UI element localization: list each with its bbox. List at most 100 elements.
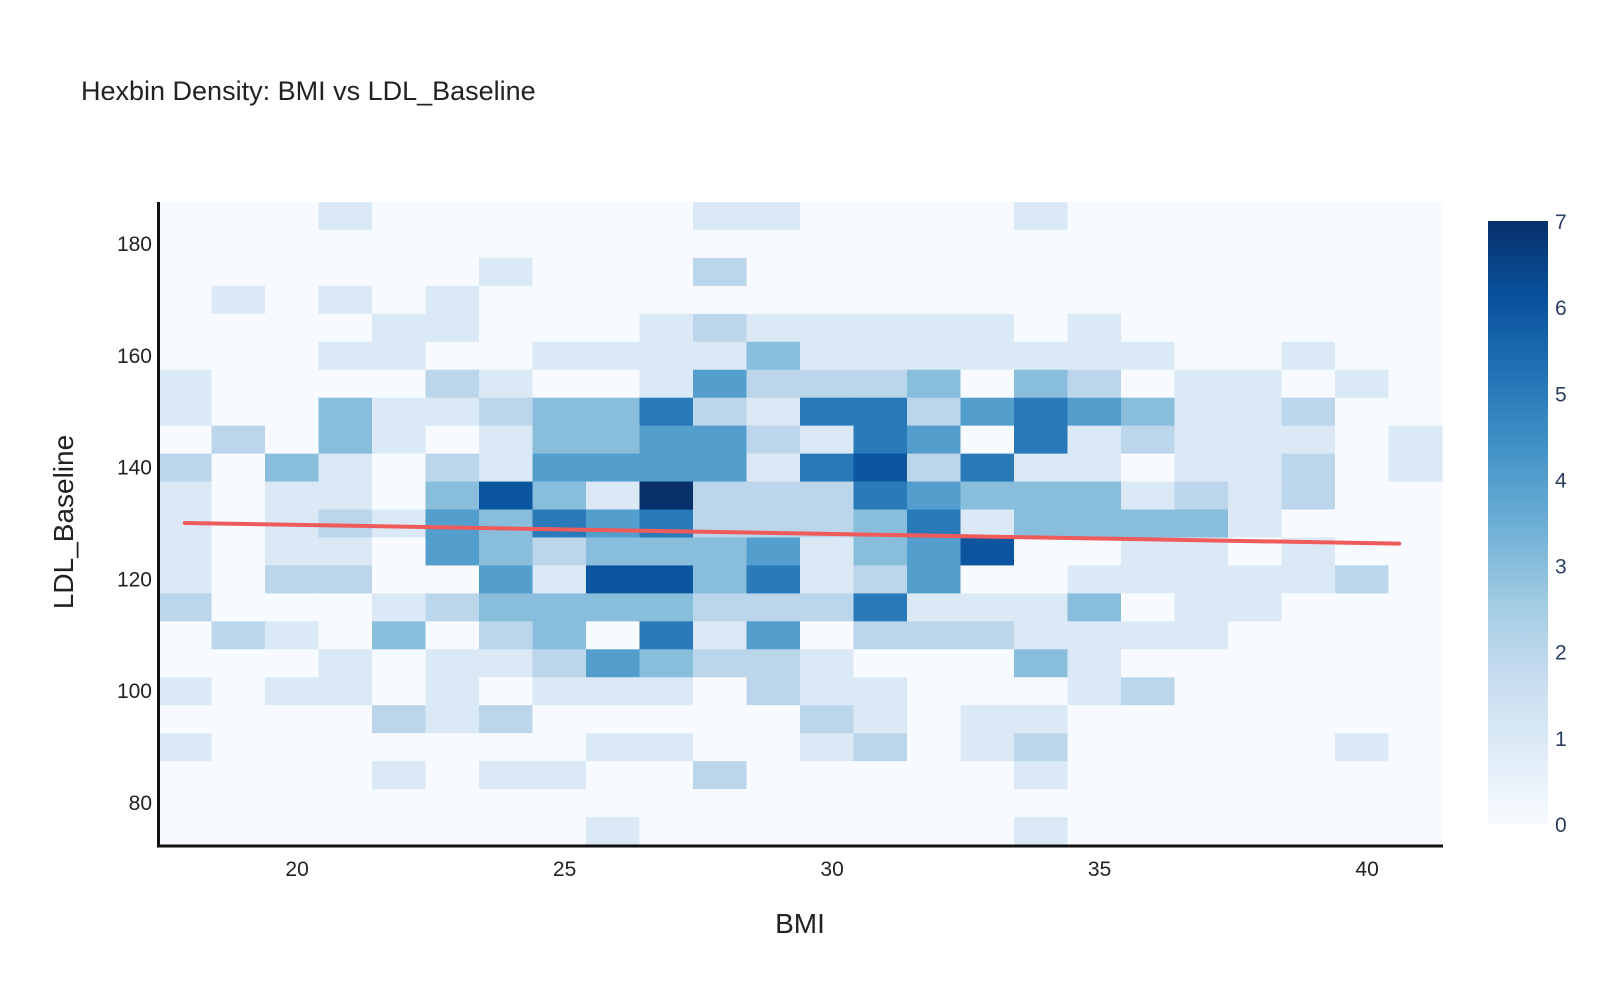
heatmap-cell [479,285,534,315]
heatmap-cell [532,761,587,790]
heatmap-cell [211,621,266,650]
heatmap-cell [693,481,748,511]
heatmap-cell [425,202,480,231]
heatmap-cell [425,705,480,734]
heatmap-cell [853,285,908,315]
heatmap-cell [1335,677,1390,706]
heatmap-cell [960,229,1015,259]
heatmap-cell [1174,425,1229,455]
heatmap-cell [1388,649,1443,678]
heatmap-cell [586,565,641,594]
heatmap-cell [1335,397,1390,427]
heatmap-cell [639,789,694,818]
heatmap-cell [1281,229,1336,259]
heatmap-cell [746,593,801,622]
heatmap-cell [746,733,801,762]
heatmap-cell [800,621,855,650]
heatmap-cell [639,341,694,371]
heatmap-cell [479,677,534,706]
heatmap-cell [1281,761,1336,790]
heatmap-cell [1014,285,1069,315]
heatmap-cell [639,202,694,231]
heatmap-cell [318,733,373,762]
heatmap-cell [907,313,962,343]
heatmap-cell [853,677,908,706]
heatmap-cell [693,817,748,846]
heatmap-cell [1121,202,1176,231]
heatmap-cell [1388,313,1443,343]
heatmap-cell [960,565,1015,594]
heatmap-cell [372,509,427,539]
heatmap-cell [746,341,801,371]
heatmap-cell [907,621,962,650]
heatmap-cell [800,817,855,846]
heatmap-cell [1281,705,1336,734]
heatmap-cell [425,425,480,455]
heatmap-cell [211,705,266,734]
heatmap-cell [265,761,320,790]
heatmap-cell [1014,761,1069,790]
heatmap-cell [1388,481,1443,511]
heatmap-cell [1014,341,1069,371]
heatmap-cell [318,565,373,594]
heatmap-cell [1228,733,1283,762]
heatmap-cell [586,677,641,706]
heatmap-cell [586,257,641,287]
heatmap-cell [1014,453,1069,483]
heatmap-cell [425,565,480,594]
heatmap-cell [1228,817,1283,846]
heatmap-cell [532,257,587,287]
heatmap-cell [639,761,694,790]
heatmap-cell [800,257,855,287]
heatmap-cell [1281,285,1336,315]
heatmap-cell [1174,453,1229,483]
heatmap-cell [1335,481,1390,511]
heatmap-cell [318,817,373,846]
heatmap-cell [265,817,320,846]
heatmap-cell [1228,257,1283,287]
heatmap-cell [372,285,427,315]
heatmap-cell [318,369,373,399]
heatmap-cell [265,537,320,567]
heatmap-cell [265,621,320,650]
heatmap-cell [960,397,1015,427]
heatmap-cell [1174,761,1229,790]
heatmap-cell [532,537,587,567]
heatmap-cell [800,705,855,734]
heatmap-cell [1281,509,1336,539]
heatmap-cell [1281,621,1336,650]
heatmap-cell [1388,341,1443,371]
heatmap-cell [1174,341,1229,371]
heatmap-cell [372,565,427,594]
heatmap-cell [1121,341,1176,371]
heatmap-cell [425,341,480,371]
heatmap-cell [693,565,748,594]
heatmap-cell [532,369,587,399]
heatmap-cell [639,509,694,539]
heatmap-cell [1174,369,1229,399]
heatmap-cell [1121,453,1176,483]
heatmap-cell [1228,509,1283,539]
heatmap-cell [211,229,266,259]
heatmap-cell [1335,202,1390,231]
heatmap-cell [479,649,534,678]
heatmap-cell [1121,229,1176,259]
heatmap-cell [586,229,641,259]
heatmap-cell [693,397,748,427]
heatmap-cell [158,677,213,706]
heatmap-cell [1335,649,1390,678]
heatmap-cell [1228,453,1283,483]
heatmap-cell [586,509,641,539]
heatmap-cell [586,537,641,567]
heatmap-cell [1014,481,1069,511]
heatmap-cell [800,593,855,622]
heatmap-cell [479,397,534,427]
heatmap-cell [532,649,587,678]
heatmap-cell [318,789,373,818]
heatmap-cell [372,313,427,343]
x-tick-label: 30 [820,858,843,881]
y-tick-label: 120 [117,568,152,591]
heatmap-cell [1335,733,1390,762]
heatmap-cell [1335,621,1390,650]
